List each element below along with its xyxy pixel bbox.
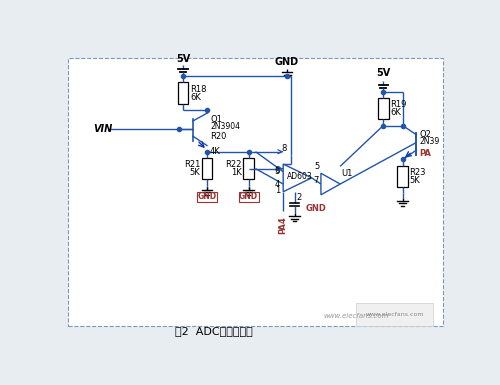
Text: 7: 7 (313, 176, 318, 186)
Text: GND: GND (275, 57, 299, 67)
Bar (243, 158, 254, 179)
Text: 2: 2 (296, 193, 302, 203)
Text: GND: GND (198, 192, 216, 201)
Bar (178, 82, 188, 104)
Text: R20: R20 (210, 132, 226, 141)
Text: R18: R18 (190, 85, 206, 94)
Text: R19: R19 (390, 100, 406, 109)
Bar (238, 192, 258, 202)
Bar (378, 98, 388, 119)
Text: PA4: PA4 (278, 216, 287, 234)
Text: 5V: 5V (376, 68, 390, 78)
Text: www.elecfans.com: www.elecfans.com (366, 312, 424, 316)
Text: 1K: 1K (231, 168, 241, 177)
Text: 图2  ADC匹配电路图: 图2 ADC匹配电路图 (175, 326, 253, 336)
Text: 8: 8 (282, 144, 287, 153)
Text: PA: PA (420, 149, 432, 159)
Text: 6K: 6K (390, 108, 401, 117)
Text: 1: 1 (275, 186, 280, 195)
Text: R21: R21 (184, 160, 200, 169)
Text: R23: R23 (410, 168, 426, 177)
Text: 5: 5 (314, 162, 320, 171)
Bar (356, 303, 434, 326)
Text: AD603: AD603 (287, 172, 313, 181)
Text: 4K: 4K (210, 147, 221, 156)
Bar (397, 166, 408, 187)
Text: R22: R22 (225, 160, 242, 169)
Text: 3: 3 (274, 167, 280, 176)
Text: GND: GND (306, 204, 326, 213)
Text: 6: 6 (274, 166, 280, 175)
Text: 5K: 5K (410, 176, 420, 185)
Text: 4: 4 (275, 179, 280, 189)
Text: VIN: VIN (93, 124, 112, 134)
Text: 5K: 5K (190, 168, 200, 177)
Text: 6K: 6K (190, 92, 201, 102)
Text: 5V: 5V (176, 54, 190, 64)
Bar (202, 158, 212, 179)
Text: U1: U1 (342, 169, 353, 178)
Text: 2N39: 2N39 (420, 137, 440, 146)
Text: 2N3904: 2N3904 (210, 122, 240, 131)
Text: GND: GND (239, 192, 258, 201)
Text: Q2: Q2 (420, 130, 432, 139)
Text: www.elecfans.com: www.elecfans.com (324, 313, 389, 319)
Bar (197, 192, 217, 202)
Text: Q1: Q1 (210, 115, 222, 124)
